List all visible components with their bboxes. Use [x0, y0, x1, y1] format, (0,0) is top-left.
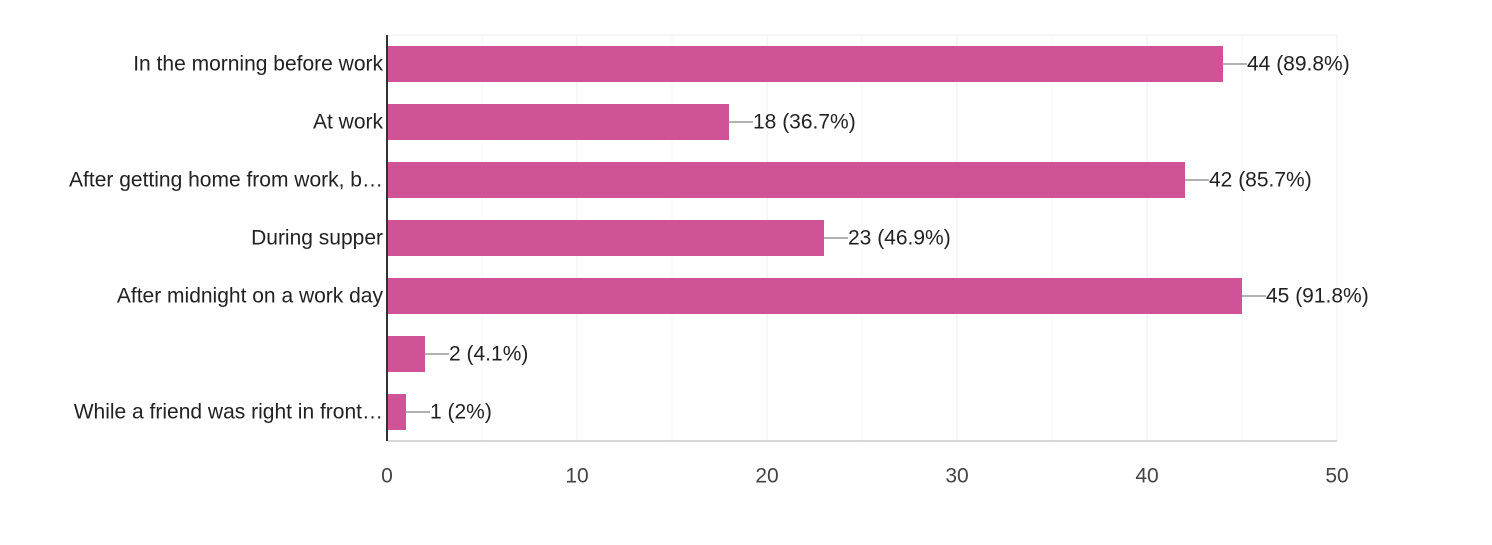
x-tick-label-30: 30: [945, 465, 968, 488]
value-label-6: 1 (2%): [430, 401, 492, 424]
category-label-6: While a friend was right in front…: [74, 401, 383, 424]
value-label-1: 18 (36.7%): [753, 111, 856, 134]
category-label-0: In the morning before work: [133, 53, 383, 76]
bar-6: [387, 394, 406, 430]
x-tick-label-20: 20: [755, 465, 778, 488]
bar-4: [387, 278, 1242, 314]
bar-2: [387, 162, 1185, 198]
bar-5: [387, 336, 425, 372]
x-tick-label-50: 50: [1325, 465, 1348, 488]
category-label-4: After midnight on a work day: [117, 285, 384, 308]
x-tick-label-10: 10: [565, 465, 588, 488]
value-label-4: 45 (91.8%): [1266, 285, 1369, 308]
x-tick-label-40: 40: [1135, 465, 1158, 488]
category-label-3: During supper: [251, 227, 383, 250]
category-label-2: After getting home from work, b…: [69, 169, 383, 192]
x-tick-label-0: 0: [381, 465, 393, 488]
bars: [387, 46, 1242, 430]
value-label-2: 42 (85.7%): [1209, 169, 1312, 192]
value-label-3: 23 (46.9%): [848, 227, 951, 250]
value-leaders: [406, 63, 1266, 413]
bar-1: [387, 104, 729, 140]
category-label-1: At work: [313, 111, 384, 134]
value-label-0: 44 (89.8%): [1247, 53, 1350, 76]
bar-0: [387, 46, 1223, 82]
value-label-5: 2 (4.1%): [449, 343, 528, 366]
axes: [386, 35, 1337, 442]
bar-3: [387, 220, 824, 256]
labels: 44 (89.8%) In the morning before work 18 (…: [69, 53, 1369, 488]
